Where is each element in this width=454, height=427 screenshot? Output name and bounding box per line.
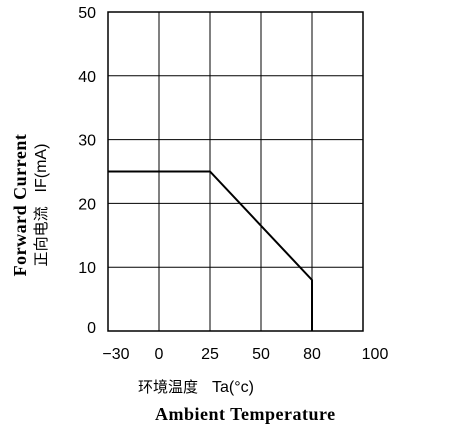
y-tick-label: 40: [78, 69, 96, 86]
y-tick-label: 20: [78, 196, 96, 213]
y-axis-title: Forward Current 正向电流 IF(mA): [10, 134, 50, 277]
y-axis-label-unit: IF(mA): [33, 144, 50, 193]
y-axis-label-cn: 正向电流: [32, 206, 50, 266]
x-tick-label: −30: [102, 346, 129, 363]
y-tick-label: 10: [78, 260, 96, 277]
chart-grid: [108, 12, 363, 331]
forward-current-line: [108, 170, 313, 331]
x-axis-label-cn: 环境温度: [138, 378, 198, 396]
y-axis-label-en: Forward Current: [10, 134, 30, 277]
x-tick-label: 100: [362, 346, 389, 363]
x-tick-label: 80: [303, 346, 321, 363]
x-tick-label: 50: [252, 346, 270, 363]
x-axis-label-unit: Ta(°c): [212, 379, 254, 396]
x-axis-label-cn-row: 环境温度 Ta(°c): [138, 378, 254, 396]
x-tick-label: 0: [155, 346, 164, 363]
y-tick-labels: 0 10 20 30 40 50: [78, 5, 96, 337]
y-axis-label-cn-row: 正向电流 IF(mA): [32, 144, 50, 267]
y-tick-label: 50: [78, 5, 96, 22]
y-tick-label: 0: [87, 320, 96, 337]
y-tick-label: 30: [78, 133, 96, 150]
x-tick-label: 25: [201, 346, 219, 363]
x-axis-label-en: Ambient Temperature: [155, 404, 336, 424]
x-tick-labels: −30 0 25 50 80 100: [102, 346, 388, 363]
